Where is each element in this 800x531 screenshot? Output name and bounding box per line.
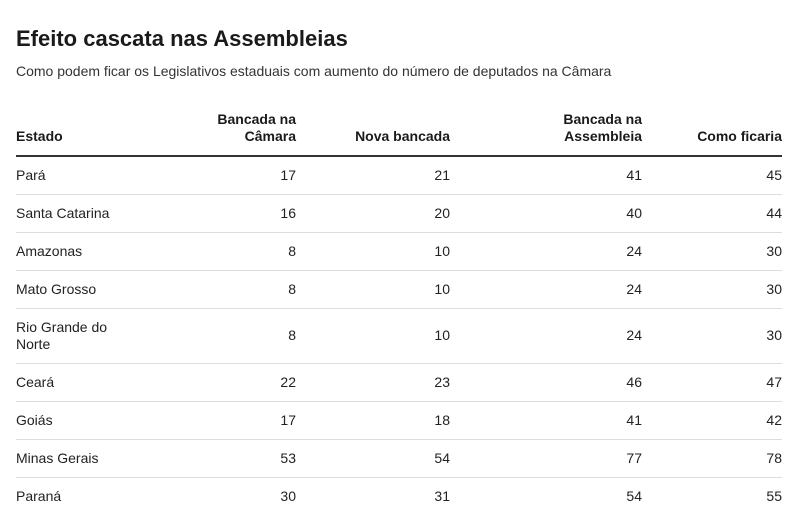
header-row: Estado Bancada na Câmara Nova bancada Ba… — [16, 104, 782, 157]
table-row: Goiás 17 18 41 42 — [16, 401, 782, 440]
table-row: Amazonas 8 10 24 30 — [16, 232, 782, 271]
cell-estado: Rio Grande do Norte — [16, 308, 166, 364]
cell-bancada-camara: 8 — [166, 232, 296, 271]
cell-bancada-assembleia: 24 — [450, 232, 642, 271]
cell-nova-bancada: 18 — [296, 401, 450, 440]
table-row: Pará 17 21 41 45 — [16, 156, 782, 195]
state-name: Minas Gerais — [16, 449, 99, 466]
cell-bancada-assembleia: 54 — [626, 487, 642, 504]
state-name: Goiás — [16, 411, 53, 428]
cell-como-ficaria: 44 — [642, 194, 782, 233]
cell-bancada-camara: 53 — [166, 439, 296, 478]
cell-estado: Goiás — [16, 401, 166, 440]
cell-nova-bancada: 20 — [296, 194, 450, 233]
table-row: Minas Gerais 53 54 77 78 — [16, 439, 782, 478]
cell-bancada-assembleia: 24 — [450, 270, 642, 309]
cell-como-ficaria: 78 — [642, 439, 782, 478]
cell-bancada-camara: 8 — [166, 270, 296, 309]
table-header: Estado Bancada na Câmara Nova bancada Ba… — [16, 104, 782, 157]
cell-estado: Amazonas — [16, 232, 166, 271]
header-estado: Estado — [16, 104, 166, 157]
cell-bancada-camara: 17 — [166, 401, 296, 440]
cell-como-ficaria: 45 — [642, 156, 782, 195]
cell-bancada-camara: 16 — [166, 194, 296, 233]
state-name: Santa Catarina — [16, 204, 110, 221]
state-name: Pará — [16, 166, 46, 183]
header-bancada-camara: Bancada na Câmara — [166, 104, 296, 157]
cell-nova-bancada: 21 — [296, 156, 450, 195]
cell-bancada-camara: 17 — [166, 156, 296, 195]
cell-bancada-camara: 22 — [166, 363, 296, 402]
cell-bancada-assembleia: 24 — [450, 308, 642, 364]
cell-como-ficaria: 30 — [642, 270, 782, 309]
state-name: Rio Grande do Norte — [16, 318, 108, 352]
cell-bancada-assembleia: 77 — [450, 439, 642, 478]
cell-bancada-camara: 8 — [166, 308, 296, 364]
cell-estado: Santa Catarina — [16, 194, 166, 233]
table-row: Ceará 22 23 46 47 — [16, 363, 782, 402]
cell-nova-bancada: 10 — [296, 232, 450, 271]
table-body: Pará 17 21 41 45 Santa Catarina 16 20 40 44 Amazon… — [16, 156, 782, 515]
cell-bancada-assembleia: 41 — [450, 156, 642, 195]
cell-como-ficaria: 30 — [642, 308, 782, 364]
cell-estado: Ceará — [16, 363, 166, 402]
table-row: Paraná 30 31 54 55 — [16, 477, 782, 515]
cell-bancada-assembleia: 46 — [450, 363, 642, 402]
state-name: Mato Grosso — [16, 280, 97, 297]
table-row: Santa Catarina 16 20 40 44 — [16, 194, 782, 233]
header-bancada-assembleia: Bancada na Assembleia — [450, 104, 642, 157]
cell-como-ficaria: 47 — [642, 363, 782, 402]
cell-como-ficaria: 55 — [766, 487, 782, 504]
cell-bancada-assembleia: 40 — [450, 194, 642, 233]
cell-estado: Paraná — [16, 477, 166, 515]
page-title: Efeito cascata nas Assembleias — [16, 26, 348, 51]
cell-bancada-assembleia: 41 — [450, 401, 642, 440]
cell-nova-bancada: 10 — [296, 308, 450, 364]
cell-nova-bancada: 23 — [296, 363, 450, 402]
cell-como-ficaria: 42 — [642, 401, 782, 440]
state-name: Paraná — [16, 487, 62, 504]
table-row: Rio Grande do Norte 8 10 24 30 — [16, 308, 782, 364]
cell-nova-bancada: 10 — [296, 270, 450, 309]
page-subtitle: Como podem ficar os Legislativos estadua… — [16, 63, 612, 79]
cell-estado: Pará — [16, 156, 166, 195]
header-como-ficaria: Como ficaria — [642, 104, 782, 157]
cell-nova-bancada: 31 — [434, 487, 450, 504]
cell-bancada-camara: 30 — [280, 487, 296, 504]
cell-como-ficaria: 30 — [642, 232, 782, 271]
state-name: Ceará — [16, 373, 55, 390]
state-name: Amazonas — [16, 242, 83, 259]
cell-nova-bancada: 54 — [296, 439, 450, 478]
cell-estado: Mato Grosso — [16, 270, 166, 309]
header-nova-bancada: Nova bancada — [296, 104, 450, 157]
table-row: Mato Grosso 8 10 24 30 — [16, 270, 782, 309]
data-table: Estado Bancada na Câmara Nova bancada Ba… — [16, 104, 782, 515]
cell-estado: Minas Gerais — [16, 439, 166, 478]
